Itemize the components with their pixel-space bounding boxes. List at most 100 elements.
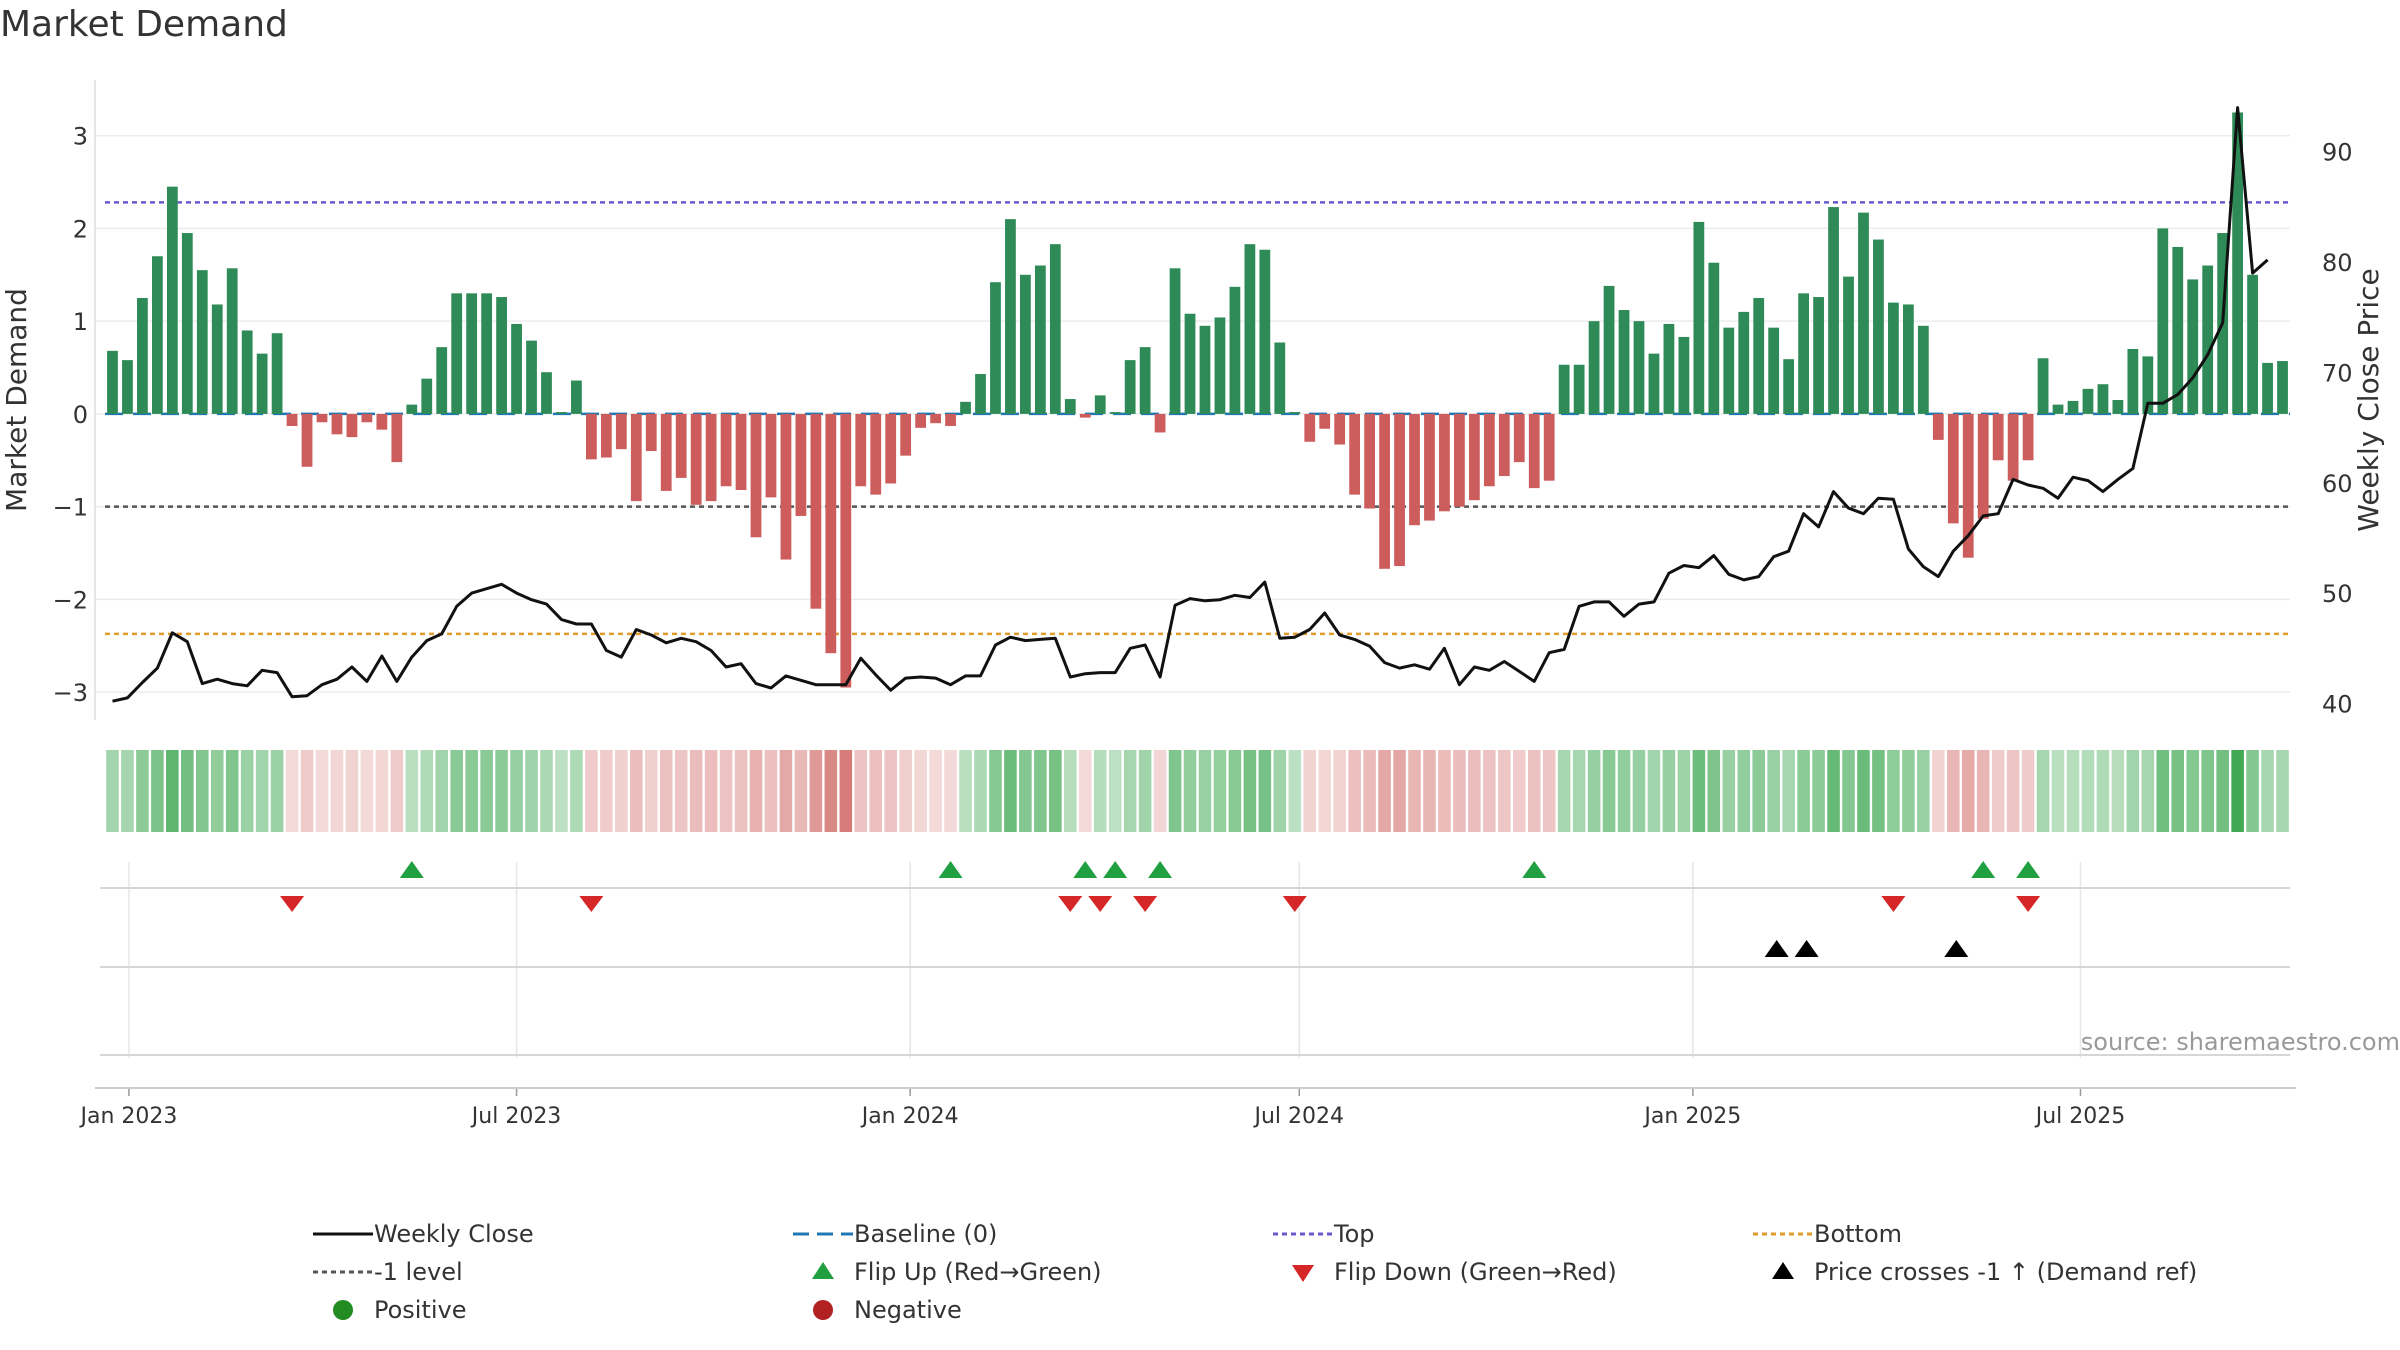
heat-cell	[1378, 750, 1391, 832]
y-right-tick-label: 50	[2322, 580, 2353, 608]
demand-bar	[1064, 399, 1076, 414]
demand-bar	[1379, 413, 1390, 569]
heat-cell	[225, 750, 239, 832]
heat-cell	[450, 750, 463, 832]
flip-down-marker	[1088, 896, 1113, 912]
legend-label: Flip Down (Green→Red)	[1334, 1258, 1617, 1286]
demand-bar	[1813, 297, 1824, 414]
x-tick-label: Jul 2023	[470, 1104, 562, 1129]
heat-cell	[1827, 750, 1840, 832]
source-note: source: sharemaestro.com	[2081, 1028, 2400, 1056]
demand-bar	[1289, 412, 1301, 414]
market-demand-chart: 3 2 1 0 −1 −2 −3 90 80 70 60 50 40 Market Demand Weekl…	[0, 80, 2400, 1129]
heat-cell	[1647, 750, 1661, 832]
demand-bar	[885, 413, 897, 484]
heat-cell	[1168, 750, 1182, 832]
heat-cell	[1767, 750, 1780, 832]
flip-down-marker	[579, 896, 604, 912]
demand-bar	[511, 323, 522, 414]
heat-cell	[240, 750, 254, 832]
heat-cell	[2201, 750, 2214, 832]
heat-cell	[121, 750, 134, 832]
demand-bar	[391, 413, 403, 463]
flip-up-marker	[1522, 861, 1547, 878]
heat-cell	[884, 750, 897, 832]
y-right-tick-label: 80	[2322, 249, 2353, 277]
heat-cell	[360, 750, 374, 832]
demand-bar	[1888, 302, 1899, 414]
y-left-axis-title: Market Demand	[0, 288, 33, 512]
demand-bar	[2007, 413, 2019, 481]
demand-bar	[615, 413, 627, 450]
heat-cell	[2231, 750, 2244, 832]
heat-cell	[1273, 750, 1287, 832]
demand-bar	[900, 413, 912, 456]
heat-cell	[659, 750, 673, 832]
demand-bar	[2022, 413, 2034, 461]
demand-bar	[2187, 279, 2199, 414]
heat-cell	[1004, 750, 1017, 832]
demand-bar	[810, 413, 822, 609]
demand-bar	[1349, 413, 1361, 495]
heat-cell	[2171, 750, 2185, 832]
demand-bar	[571, 380, 582, 414]
demand-bar	[705, 413, 717, 502]
demand-bar	[1828, 207, 1839, 414]
legend-label: Flip Up (Red→Green)	[854, 1258, 1102, 1286]
triangle-down-icon	[1292, 1265, 1314, 1282]
demand-bar	[481, 293, 493, 414]
demand-bar	[660, 413, 672, 491]
signal-markers	[280, 861, 2041, 957]
demand-bar	[1843, 276, 1854, 414]
demand-bar	[1020, 274, 1031, 414]
heat-cell	[674, 750, 688, 832]
heat-cell	[1034, 750, 1047, 832]
demand-bar	[1603, 285, 1615, 414]
heat-cell	[1183, 750, 1197, 832]
flip-up-marker	[938, 861, 963, 878]
demand-bar	[1394, 413, 1405, 567]
heat-cell	[1498, 750, 1511, 832]
heat-cell	[1782, 750, 1795, 832]
demand-bar	[915, 413, 927, 428]
legend-top: Top	[1260, 1215, 1375, 1253]
heat-cell	[1393, 750, 1406, 832]
heat-cell	[1857, 750, 1870, 832]
demand-bar	[151, 256, 163, 414]
heat-cell	[989, 750, 1002, 832]
heat-cell	[2216, 750, 2229, 832]
legend-label: Baseline (0)	[854, 1220, 998, 1248]
demand-bar	[1528, 413, 1540, 489]
heat-cell	[435, 750, 449, 832]
demand-bar	[960, 401, 971, 414]
demand-bar	[1513, 413, 1525, 463]
heat-cell	[2156, 750, 2170, 832]
heat-cell	[1408, 750, 1421, 832]
demand-bar	[286, 413, 298, 426]
demand-bar	[1229, 286, 1241, 414]
demand-bar	[2142, 356, 2154, 414]
price-cross-marker	[1944, 940, 1969, 957]
flip-down-marker	[280, 896, 305, 912]
demand-bar	[526, 340, 537, 414]
heat-cell	[914, 750, 927, 832]
demand-bar	[2262, 362, 2273, 414]
heat-cell	[540, 750, 553, 832]
demand-bar	[2067, 400, 2079, 414]
demand-bar	[750, 413, 762, 538]
demand-bar	[1917, 325, 1929, 414]
price-cross-marker	[1764, 940, 1789, 957]
demand-bar	[1558, 364, 1570, 414]
demand-bar	[840, 413, 852, 688]
legend-negative: Negative	[780, 1291, 962, 1329]
demand-bar	[211, 304, 223, 414]
demand-bar	[1483, 413, 1495, 487]
heat-cell	[974, 750, 987, 832]
demand-bar	[496, 297, 507, 414]
flip-down-marker	[2016, 896, 2041, 912]
heat-cell	[1617, 750, 1631, 832]
heat-cell	[195, 750, 209, 832]
demand-bar	[1498, 413, 1510, 477]
heat-cell	[764, 750, 778, 832]
heat-cell	[480, 750, 493, 832]
